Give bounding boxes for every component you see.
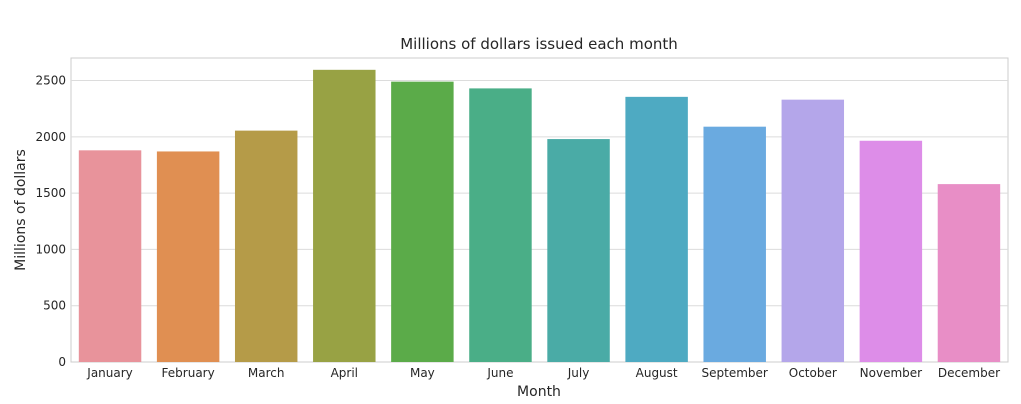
- y-axis-label: Millions of dollars: [13, 149, 29, 271]
- y-tick-label: 2500: [35, 74, 66, 88]
- y-tick-label: 0: [58, 355, 66, 369]
- bar-august: [625, 96, 688, 362]
- x-tick-label: June: [486, 366, 513, 380]
- x-tick-label: July: [567, 366, 590, 380]
- bar-july: [547, 139, 610, 362]
- y-tick-label: 1000: [35, 242, 66, 256]
- bar-october: [781, 99, 845, 363]
- x-tick-label: March: [248, 366, 285, 380]
- bar-january: [78, 150, 142, 362]
- x-tick-labels: January February March April May June July Augu…: [86, 366, 1000, 380]
- x-tick-label: December: [938, 366, 1000, 380]
- x-tick-label: January: [86, 366, 133, 380]
- x-tick-label: September: [702, 366, 768, 380]
- x-tick-label: February: [162, 366, 215, 380]
- y-tick-labels: 0 500 1000 1500 2000 2500: [35, 74, 66, 369]
- chart-title: Millions of dollars issued each month: [400, 35, 678, 53]
- bar-september: [703, 126, 766, 362]
- x-tick-label: April: [331, 366, 358, 380]
- bar-december: [937, 184, 1001, 362]
- bar-april: [313, 69, 376, 363]
- plot-area: [70, 57, 1009, 363]
- bar-february: [156, 151, 220, 362]
- x-tick-label: May: [410, 366, 435, 380]
- y-tick-label: 500: [43, 299, 66, 313]
- grid-lines: [71, 80, 1008, 307]
- bar-june: [469, 88, 532, 363]
- y-tick-label: 1500: [35, 186, 66, 200]
- y-tick-label: 2000: [35, 130, 66, 144]
- bar-may: [391, 81, 454, 363]
- x-tick-label: August: [636, 366, 678, 380]
- x-tick-label: October: [789, 366, 837, 380]
- x-tick-label: November: [860, 366, 922, 380]
- x-axis-label: Month: [517, 384, 561, 400]
- bar-march: [234, 130, 298, 362]
- bars: [78, 69, 1001, 363]
- bar-november: [859, 140, 923, 362]
